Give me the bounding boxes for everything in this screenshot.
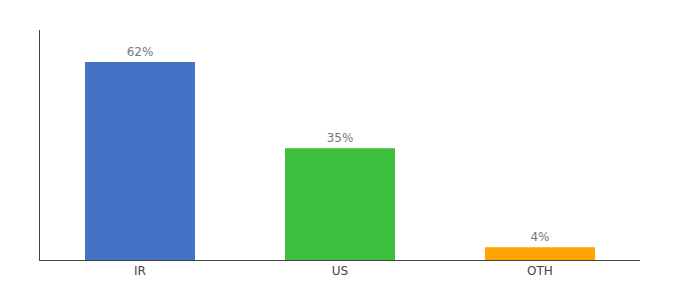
svg-text:4%: 4% <box>530 230 549 244</box>
svg-text:35%: 35% <box>327 131 354 145</box>
svg-text:US: US <box>332 264 348 278</box>
svg-text:IR: IR <box>134 264 146 278</box>
svg-text:62%: 62% <box>127 45 154 59</box>
svg-text:OTH: OTH <box>527 264 553 278</box>
